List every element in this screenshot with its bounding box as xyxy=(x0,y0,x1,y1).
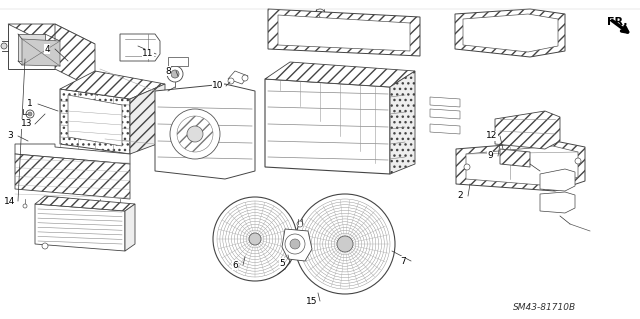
Polygon shape xyxy=(22,39,60,66)
Text: 12: 12 xyxy=(486,131,498,140)
Circle shape xyxy=(575,158,581,164)
Polygon shape xyxy=(120,34,160,61)
Polygon shape xyxy=(35,196,135,211)
Polygon shape xyxy=(55,24,95,89)
Circle shape xyxy=(23,204,27,208)
Polygon shape xyxy=(430,109,460,119)
Polygon shape xyxy=(495,111,560,149)
Polygon shape xyxy=(268,9,420,56)
Circle shape xyxy=(98,204,102,208)
Circle shape xyxy=(42,243,48,249)
Text: 10: 10 xyxy=(212,81,224,91)
Text: 11: 11 xyxy=(142,49,154,58)
Circle shape xyxy=(167,66,183,82)
Circle shape xyxy=(28,112,32,116)
Text: 9: 9 xyxy=(487,152,493,160)
Text: 8: 8 xyxy=(165,66,171,76)
Polygon shape xyxy=(500,149,530,167)
Circle shape xyxy=(290,239,300,249)
Polygon shape xyxy=(430,124,460,134)
Circle shape xyxy=(285,234,305,254)
Text: 14: 14 xyxy=(4,197,16,205)
Polygon shape xyxy=(15,154,130,199)
Polygon shape xyxy=(430,97,460,107)
Circle shape xyxy=(170,109,220,159)
Polygon shape xyxy=(35,204,125,251)
Polygon shape xyxy=(466,146,578,186)
Text: 1: 1 xyxy=(27,100,33,108)
Polygon shape xyxy=(265,79,390,174)
Circle shape xyxy=(464,164,470,170)
Polygon shape xyxy=(60,89,130,154)
Polygon shape xyxy=(228,71,248,84)
Circle shape xyxy=(26,110,34,118)
Circle shape xyxy=(73,204,77,208)
Circle shape xyxy=(228,78,234,84)
Text: 2: 2 xyxy=(457,191,463,201)
Circle shape xyxy=(213,197,297,281)
Circle shape xyxy=(1,43,7,49)
Circle shape xyxy=(337,236,353,252)
Text: 6: 6 xyxy=(232,261,238,270)
Text: 7: 7 xyxy=(400,256,406,265)
Text: SM43-81710B: SM43-81710B xyxy=(513,302,577,311)
Circle shape xyxy=(177,116,213,152)
Text: 13: 13 xyxy=(21,120,33,129)
Polygon shape xyxy=(168,57,188,66)
Polygon shape xyxy=(8,24,55,69)
Text: 15: 15 xyxy=(307,296,317,306)
Polygon shape xyxy=(540,192,575,213)
Polygon shape xyxy=(278,15,410,51)
Polygon shape xyxy=(265,62,415,87)
Polygon shape xyxy=(60,71,165,99)
Circle shape xyxy=(297,221,303,227)
Circle shape xyxy=(295,194,395,294)
Polygon shape xyxy=(130,84,165,154)
Circle shape xyxy=(171,70,179,78)
Text: FR.: FR. xyxy=(607,17,627,27)
Polygon shape xyxy=(540,169,575,191)
Polygon shape xyxy=(282,229,312,261)
Polygon shape xyxy=(68,95,122,146)
Polygon shape xyxy=(390,71,415,174)
Polygon shape xyxy=(463,14,558,52)
Text: 4: 4 xyxy=(44,44,50,54)
Circle shape xyxy=(249,233,261,245)
Circle shape xyxy=(48,204,52,208)
Polygon shape xyxy=(455,9,565,57)
Polygon shape xyxy=(155,84,255,179)
Circle shape xyxy=(242,75,248,81)
Circle shape xyxy=(317,11,323,17)
Polygon shape xyxy=(15,144,130,164)
Text: 3: 3 xyxy=(7,131,13,140)
Polygon shape xyxy=(8,24,95,44)
Circle shape xyxy=(315,9,325,19)
Text: 5: 5 xyxy=(279,258,285,268)
Circle shape xyxy=(187,126,203,142)
Circle shape xyxy=(118,204,122,208)
Polygon shape xyxy=(125,204,135,251)
Polygon shape xyxy=(18,34,45,61)
Polygon shape xyxy=(456,141,585,191)
